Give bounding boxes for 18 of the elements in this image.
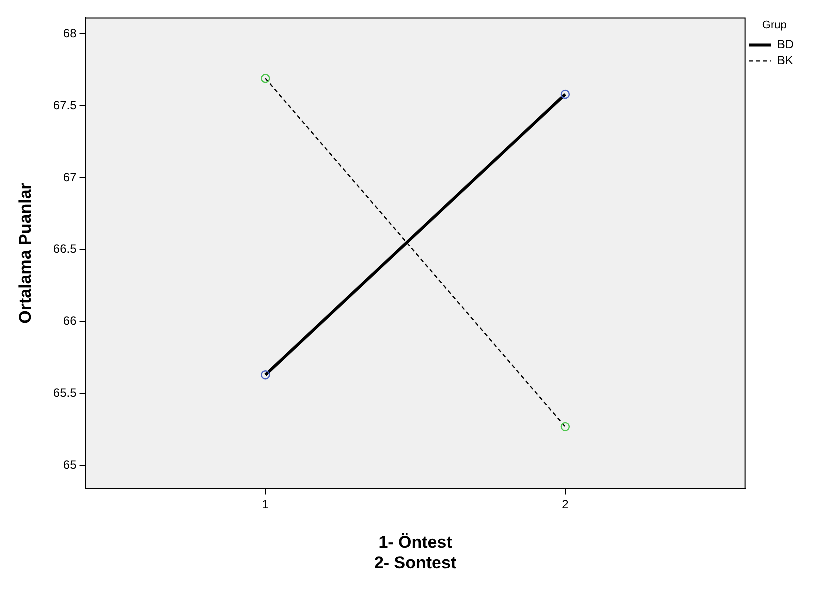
legend-title: Grup	[762, 20, 787, 32]
point	[261, 370, 270, 380]
y-tick-label: 66.5	[53, 242, 78, 256]
y-tick-label: 68	[63, 26, 78, 40]
x-tick-label: 1	[262, 497, 270, 512]
y-tick-label: 65	[63, 458, 78, 472]
point	[560, 90, 570, 100]
y-tick-label: 65.5	[53, 386, 78, 400]
legend-label: BD	[777, 38, 794, 52]
point	[261, 74, 270, 84]
legend-label: BK	[777, 54, 794, 68]
y-tick-label: 66	[63, 314, 78, 328]
y-tick-label: 67.5	[53, 98, 78, 112]
x-tick-label: 2	[562, 497, 570, 512]
y-axis-title: Ortalama Puanlar	[16, 182, 35, 324]
point	[560, 422, 570, 432]
y-tick-label: 67	[63, 170, 78, 184]
x-axis-title: 1- Öntest 2- Sontest	[374, 533, 457, 572]
